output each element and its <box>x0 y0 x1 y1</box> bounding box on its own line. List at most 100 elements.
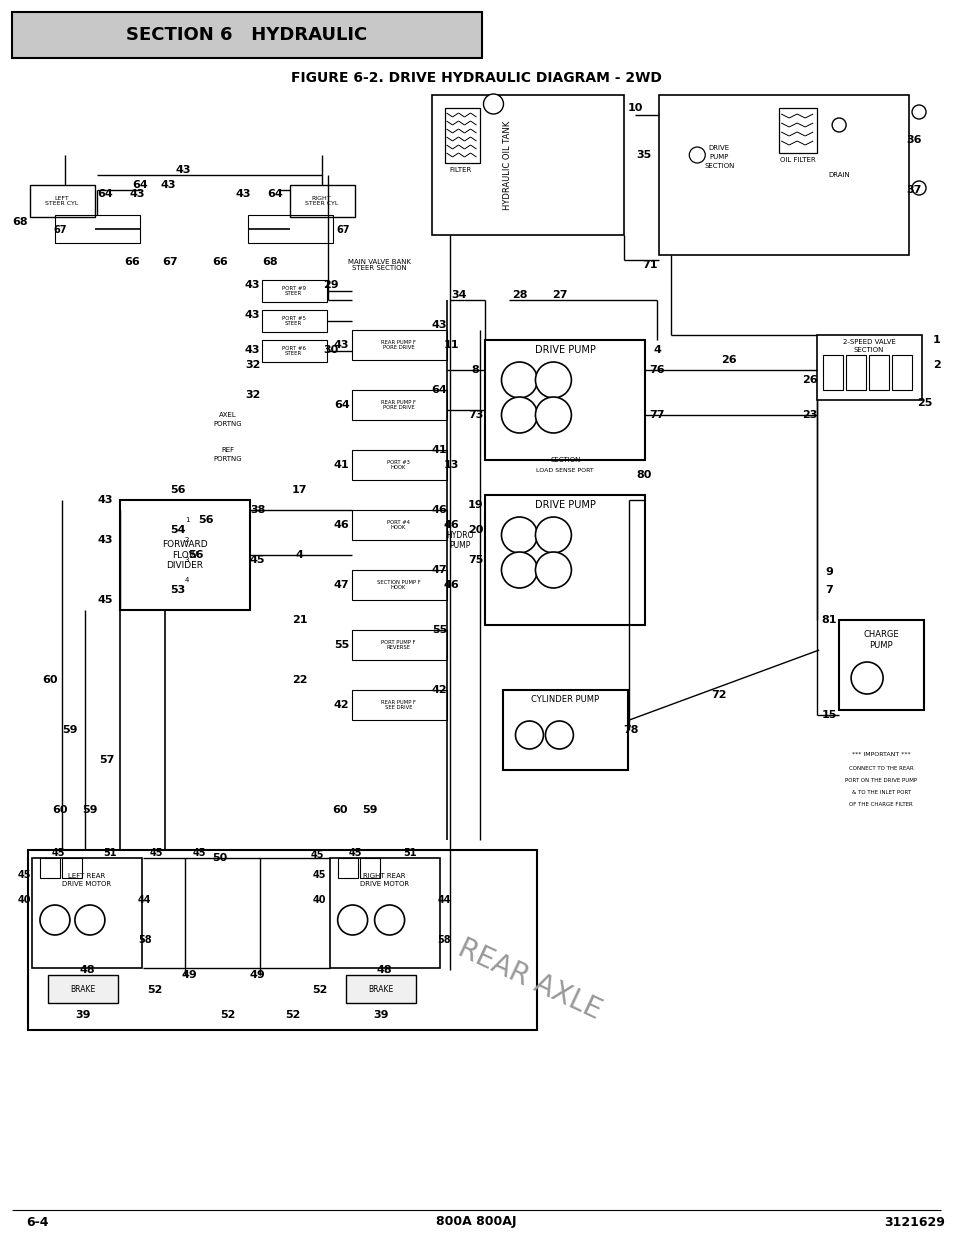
Text: 66: 66 <box>124 257 139 267</box>
Text: 19: 19 <box>467 500 483 510</box>
Text: SECTION: SECTION <box>703 163 734 169</box>
Circle shape <box>501 362 537 398</box>
Text: 43: 43 <box>129 189 145 199</box>
Text: BRAKE: BRAKE <box>368 984 393 993</box>
Bar <box>503 690 628 769</box>
Circle shape <box>911 105 925 119</box>
Text: 13: 13 <box>443 459 458 471</box>
Text: FIGURE 6-2. DRIVE HYDRAULIC DIAGRAM - 2WD: FIGURE 6-2. DRIVE HYDRAULIC DIAGRAM - 2W… <box>291 70 661 85</box>
Text: 45: 45 <box>250 555 265 564</box>
Bar <box>30 185 94 217</box>
Circle shape <box>375 905 404 935</box>
Text: 59: 59 <box>62 725 77 735</box>
Text: SECTION 6   HYDRAULIC: SECTION 6 HYDRAULIC <box>126 26 367 44</box>
Text: 48: 48 <box>79 965 94 974</box>
Text: 50: 50 <box>212 853 227 863</box>
Text: 67: 67 <box>53 225 67 235</box>
Text: 3121629: 3121629 <box>883 1215 944 1229</box>
Text: 26: 26 <box>720 354 737 366</box>
Text: SECTION: SECTION <box>853 347 883 353</box>
Text: PORT #3
HOOK: PORT #3 HOOK <box>387 459 410 471</box>
Bar <box>352 390 446 420</box>
Text: 43: 43 <box>334 340 349 350</box>
Bar <box>248 215 333 243</box>
Text: SECTION: SECTION <box>550 457 580 463</box>
Text: MAIN VALVE BANK
STEER SECTION: MAIN VALVE BANK STEER SECTION <box>348 258 411 272</box>
Text: HYDRAULIC OIL TANK: HYDRAULIC OIL TANK <box>502 120 512 210</box>
Bar <box>261 340 326 362</box>
Circle shape <box>535 362 571 398</box>
Text: RIGHT
STEER CYL: RIGHT STEER CYL <box>305 195 338 206</box>
Text: PORT #6
STEER: PORT #6 STEER <box>281 346 305 357</box>
Text: *** IMPORTANT ***: *** IMPORTANT *** <box>851 752 909 757</box>
Bar <box>28 850 537 1030</box>
Text: 800A 800AJ: 800A 800AJ <box>436 1215 517 1229</box>
Text: 17: 17 <box>292 485 307 495</box>
Text: 73: 73 <box>467 410 482 420</box>
Text: 54: 54 <box>170 525 186 535</box>
Text: 67: 67 <box>162 257 177 267</box>
Text: 4: 4 <box>185 577 189 583</box>
Text: 68: 68 <box>262 257 277 267</box>
Text: 21: 21 <box>292 615 307 625</box>
Text: 58: 58 <box>437 935 451 945</box>
Text: 46: 46 <box>431 505 447 515</box>
Text: 42: 42 <box>334 700 349 710</box>
Text: 52: 52 <box>147 986 162 995</box>
Text: 42: 42 <box>432 685 447 695</box>
Text: 51: 51 <box>103 848 116 858</box>
Text: 2: 2 <box>185 537 189 543</box>
Text: PORTNG: PORTNG <box>213 421 242 427</box>
Text: 47: 47 <box>334 580 349 590</box>
Circle shape <box>337 905 367 935</box>
Text: 37: 37 <box>905 185 921 195</box>
Text: 71: 71 <box>642 261 658 270</box>
Text: 56: 56 <box>198 515 213 525</box>
Bar <box>431 95 623 235</box>
Circle shape <box>545 721 573 748</box>
Text: 58: 58 <box>138 935 152 945</box>
Text: 32: 32 <box>245 390 260 400</box>
Text: 77: 77 <box>649 410 664 420</box>
Text: OIL FILTER: OIL FILTER <box>780 157 815 163</box>
Text: REAR PUMP F
SEE DRIVE: REAR PUMP F SEE DRIVE <box>380 699 416 710</box>
Circle shape <box>40 905 70 935</box>
Text: 40: 40 <box>17 895 30 905</box>
Text: 39: 39 <box>75 1010 91 1020</box>
Text: & TO THE INLET PORT: & TO THE INLET PORT <box>851 789 910 794</box>
Text: DRAIN: DRAIN <box>827 172 849 178</box>
Text: 43: 43 <box>160 180 175 190</box>
Text: 55: 55 <box>432 625 447 635</box>
Text: HYDRO: HYDRO <box>445 531 473 540</box>
Text: REAR AXLE: REAR AXLE <box>453 935 605 1025</box>
Text: AXEL: AXEL <box>218 412 236 417</box>
Text: PORT #5
STEER: PORT #5 STEER <box>281 316 305 326</box>
Circle shape <box>501 396 537 433</box>
Bar <box>444 107 479 163</box>
Text: PORTNG: PORTNG <box>213 456 242 462</box>
Circle shape <box>515 721 543 748</box>
Text: 60: 60 <box>42 676 57 685</box>
Text: 64: 64 <box>132 180 148 190</box>
Circle shape <box>501 552 537 588</box>
Text: 53: 53 <box>170 585 185 595</box>
Circle shape <box>535 552 571 588</box>
Bar <box>62 858 82 878</box>
Bar <box>891 354 911 390</box>
Bar <box>32 858 142 968</box>
Text: 2-SPEED VALVE: 2-SPEED VALVE <box>841 338 895 345</box>
Text: CHARGE
PUMP: CHARGE PUMP <box>862 630 898 650</box>
Text: LEFT
STEER CYL: LEFT STEER CYL <box>45 195 78 206</box>
Bar <box>659 95 908 254</box>
Text: 32: 32 <box>245 359 260 370</box>
Bar <box>40 858 60 878</box>
Bar <box>352 510 446 540</box>
Text: 4: 4 <box>653 345 660 354</box>
Text: 9: 9 <box>824 567 832 577</box>
Text: 4: 4 <box>295 550 303 559</box>
Bar <box>779 107 817 153</box>
Bar <box>261 310 326 332</box>
Bar <box>839 620 923 710</box>
Text: PUMP: PUMP <box>448 541 470 551</box>
Circle shape <box>535 396 571 433</box>
